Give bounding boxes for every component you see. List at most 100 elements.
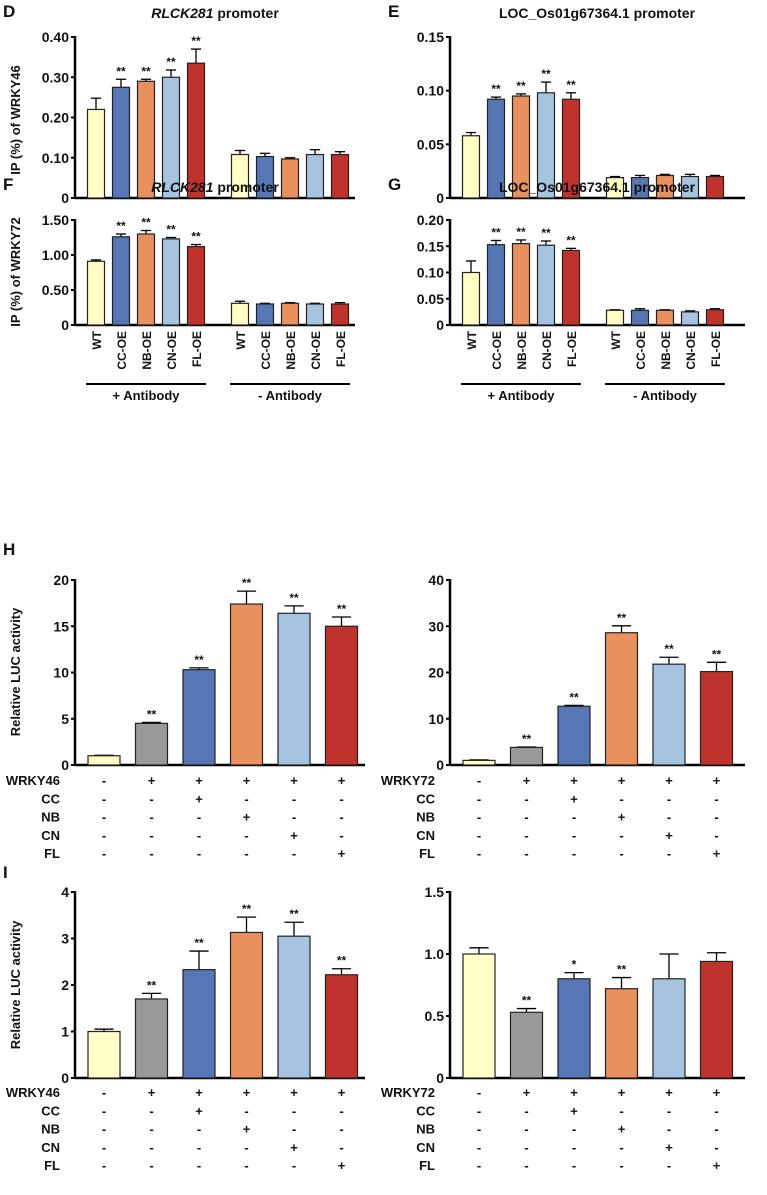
y-tick-label: 0.10	[417, 83, 444, 99]
bar	[461, 271, 481, 326]
y-tick-label: 0.10	[417, 265, 444, 281]
significance-label: **	[191, 34, 201, 48]
condition-label: CN	[416, 1140, 435, 1155]
condition-label: NB	[416, 810, 435, 825]
condition-sign: -	[197, 1158, 201, 1173]
y-axis-label: Relative LUC activity	[8, 920, 23, 1049]
panel-letter: E	[388, 2, 399, 21]
significance-label: **	[617, 963, 627, 977]
condition-label: WRKY72	[381, 773, 435, 788]
condition-label: FL	[419, 846, 435, 861]
condition-sign: -	[244, 1140, 248, 1155]
condition-sign: -	[102, 846, 106, 861]
chart-title: LOC_Os01g67364.1 promoter	[499, 5, 696, 21]
bar	[255, 155, 275, 199]
condition-sign: +	[570, 791, 578, 806]
condition-sign: -	[197, 810, 201, 825]
condition-sign: -	[477, 1140, 481, 1155]
bar	[561, 249, 581, 326]
bar	[136, 80, 156, 199]
condition-sign: +	[290, 828, 298, 843]
condition-sign: -	[102, 1140, 106, 1155]
bar	[557, 705, 591, 766]
condition-sign: -	[477, 1085, 481, 1100]
condition-sign: -	[102, 828, 106, 843]
significance-label: **	[491, 82, 501, 96]
y-tick-label: 1.00	[42, 247, 69, 263]
condition-sign: -	[339, 810, 343, 825]
condition-sign: -	[714, 828, 718, 843]
y-tick-label: 1.5	[425, 884, 445, 900]
condition-sign: +	[665, 828, 673, 843]
bar	[134, 722, 169, 766]
bar	[111, 86, 131, 199]
condition-label: CN	[41, 1140, 60, 1155]
condition-sign: -	[244, 1103, 248, 1118]
chart-G: G LOC_Os01g67364.1 promoter 0 0.05 0.10 0.15 0…	[388, 175, 745, 403]
condition-sign: +	[338, 1085, 346, 1100]
bar	[182, 969, 216, 1079]
y-tick-label: 1	[61, 1024, 69, 1040]
condition-sign: +	[195, 791, 203, 806]
significance-label: **	[166, 223, 176, 237]
condition-label: CC	[416, 791, 435, 806]
bar	[680, 175, 700, 199]
y-tick-label: 0	[61, 1070, 69, 1086]
condition-sign: -	[667, 1122, 671, 1137]
chart-H1: H Relative LUC activity 0 5 10 15 20 ** ** ** ** **…	[3, 540, 365, 861]
condition-sign: +	[338, 846, 346, 861]
group-label: + Antibody	[487, 388, 555, 403]
y-tick-label: 20	[53, 572, 69, 588]
condition-sign: -	[292, 1158, 296, 1173]
condition-sign: +	[195, 1103, 203, 1118]
condition-sign: -	[197, 828, 201, 843]
title-suffix: LOC_Os01g67364.1 promoter	[499, 5, 696, 21]
condition-label: CN	[41, 828, 60, 843]
significance-label: **	[617, 611, 627, 625]
y-tick-label: 0.10	[42, 150, 69, 166]
bar	[486, 244, 506, 326]
condition-sign: -	[102, 810, 106, 825]
significance-label: **	[147, 707, 157, 721]
bar	[511, 95, 531, 199]
bar	[462, 759, 496, 766]
condition-sign: +	[243, 773, 251, 788]
x-tick-label: FL-OE	[709, 331, 723, 367]
condition-label: FL	[44, 846, 60, 861]
significance-label: **	[337, 954, 347, 968]
condition-sign: -	[619, 828, 623, 843]
condition-sign: -	[292, 846, 296, 861]
y-tick-label: 0.20	[42, 110, 69, 126]
condition-sign: -	[714, 1122, 718, 1137]
condition-sign: +	[290, 1085, 298, 1100]
condition-sign: -	[339, 828, 343, 843]
x-tick-label: CC-OE	[634, 331, 648, 370]
x-tick-label: CC-OE	[115, 331, 129, 370]
significance-label: **	[166, 55, 176, 69]
bar	[86, 108, 106, 199]
bar	[605, 177, 625, 199]
condition-sign: -	[619, 791, 623, 806]
condition-sign: +	[290, 773, 298, 788]
y-tick-label: 10	[53, 665, 69, 681]
y-tick-label: 0.40	[42, 29, 69, 45]
y-tick-label: 0.30	[42, 69, 69, 85]
significance-label: **	[566, 78, 576, 92]
condition-sign: -	[477, 773, 481, 788]
y-tick-label: 0	[61, 190, 69, 206]
condition-sign: +	[618, 773, 626, 788]
y-axis-label: Relative LUC activity	[8, 607, 23, 736]
title-suffix: LOC_Os01g67364.1 promoter	[499, 179, 696, 195]
condition-sign: -	[102, 1158, 106, 1173]
condition-sign: -	[619, 1103, 623, 1118]
bar	[182, 669, 216, 766]
panel-letter: H	[3, 540, 15, 559]
y-tick-label: 0.5	[425, 1008, 445, 1024]
condition-label: NB	[41, 810, 60, 825]
significance-label: **	[194, 653, 204, 667]
condition-sign: +	[618, 810, 626, 825]
significance-label: **	[337, 602, 347, 616]
condition-sign: -	[149, 1103, 153, 1118]
y-tick-label: 1.0	[425, 946, 445, 962]
y-tick-label: 0.05	[417, 136, 444, 152]
